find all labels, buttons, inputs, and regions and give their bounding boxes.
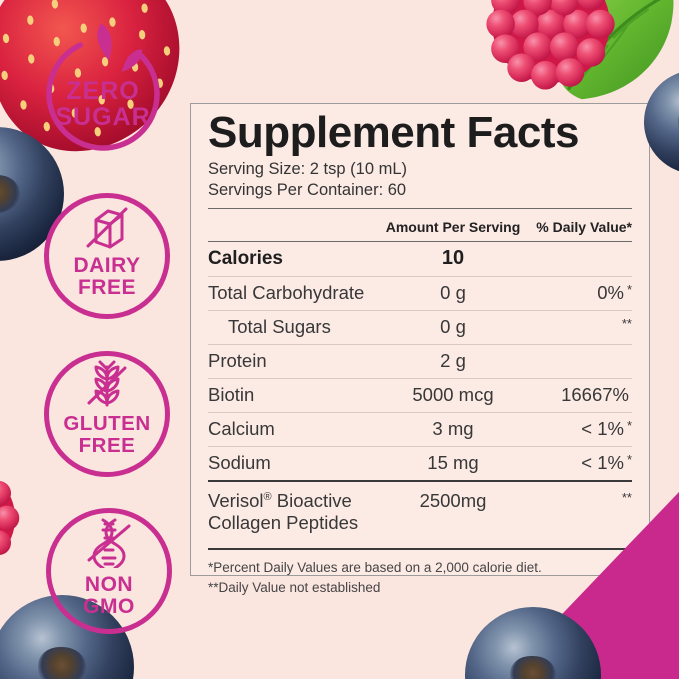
table-row-sodium: Sodium 15 mg < 1% * — [208, 447, 632, 482]
serving-size: Serving Size: 2 tsp (10 mL) — [208, 159, 407, 178]
nutrient-amount: 15 mg — [427, 451, 479, 473]
nutrient-daily-value — [532, 350, 632, 372]
raspberry-image — [0, 452, 30, 584]
nutrient-amount: 0 g — [440, 281, 466, 303]
leaves-icon — [46, 23, 160, 151]
badge-gluten-free: GLUTEN FREE — [44, 351, 170, 477]
nutrient-daily-value: ** — [621, 315, 632, 331]
nutrient-name: Calcium — [208, 417, 275, 439]
badge-ring — [44, 351, 170, 477]
badge-label-line1: ZERO — [66, 77, 140, 105]
footnotes: *Percent Daily Values are based on a 2,0… — [208, 547, 632, 600]
nutrient-amount: 0 g — [440, 315, 466, 337]
table-row-calcium: Calcium 3 mg < 1% * — [208, 413, 632, 447]
dna-crossed-icon — [83, 516, 135, 573]
table-header-row: Amount Per Serving % Daily Value* — [208, 209, 632, 242]
nutrient-amount: 10 — [441, 246, 465, 269]
strawberry-image — [0, 0, 180, 152]
table-row-calories: Calories 10 — [208, 242, 632, 277]
badge-ring — [46, 508, 172, 634]
badge-label-line2: FREE — [78, 433, 136, 457]
column-header-daily-value: % Daily Value* — [536, 218, 632, 235]
badge-label-line2: FREE — [77, 276, 136, 300]
nutrient-amount: 2 g — [440, 349, 466, 371]
supplement-facts-panel: Supplement Facts Serving Size: 2 tsp (10… — [190, 103, 650, 595]
table-row-total-sugars: Total Sugars 0 g ** — [208, 311, 632, 345]
wheat-crossed-icon — [81, 359, 133, 416]
badge-label-line1: GLUTEN — [63, 412, 151, 435]
table-row-collagen-peptides: Verisol® Bioactive Collagen Peptides 250… — [208, 482, 632, 548]
table-row-total-carbohydrate: Total Carbohydrate 0 g 0% * — [208, 277, 632, 311]
badge-label-line2: GMO — [83, 595, 135, 619]
badge-dairy-free: DAIRY FREE — [44, 193, 170, 319]
nutrient-daily-value: ** — [621, 489, 632, 505]
nutrient-amount: 3 mg — [432, 417, 474, 439]
nutrient-name: Protein — [208, 349, 267, 371]
divider — [208, 207, 632, 209]
nutrient-daily-value: 16667% — [561, 383, 629, 405]
nutrient-name: Sodium — [208, 451, 271, 473]
badge-non-gmo: NON GMO — [46, 508, 172, 634]
raspberry-image — [475, 0, 627, 100]
nutrient-daily-value: < 1% * — [581, 451, 632, 473]
milk-carton-crossed-icon — [81, 201, 133, 258]
servings-per-container: Servings Per Container: 60 — [208, 181, 407, 200]
registered-trademark-symbol: ® — [263, 490, 272, 503]
badge-label-line1: NON — [84, 573, 134, 596]
nutrient-daily-value: 0% * — [597, 281, 632, 303]
nutrient-name: Total Carbohydrate — [208, 281, 365, 303]
table-row-protein: Protein 2 g — [208, 345, 632, 379]
nutrient-name: Calories — [208, 247, 283, 269]
badge-zero-sugar: ZERO SUGAR — [41, 23, 165, 158]
nutrient-amount: 2500mg — [419, 489, 487, 511]
nutrient-daily-value — [532, 248, 632, 270]
nutrient-daily-value: < 1% * — [581, 417, 632, 439]
badge-ring — [44, 193, 170, 319]
badge-label-line2: SUGAR — [55, 103, 151, 132]
table-row-biotin: Biotin 5000 mcg 16667% — [208, 379, 632, 413]
footnote-not-established: **Daily Value not established — [208, 580, 381, 596]
footnote-daily-values: *Percent Daily Values are based on a 2,0… — [208, 559, 542, 575]
badge-label-line1: DAIRY — [73, 254, 141, 277]
nutrient-amount: 5000 mcg — [412, 383, 494, 405]
column-header-amount: Amount Per Serving — [385, 218, 521, 235]
nutrient-name: Total Sugars — [228, 315, 331, 337]
panel-title: Supplement Facts — [208, 108, 579, 157]
nutrient-name: Verisol® Bioactive Collagen Peptides — [208, 489, 359, 533]
nutrient-name: Biotin — [208, 383, 255, 405]
